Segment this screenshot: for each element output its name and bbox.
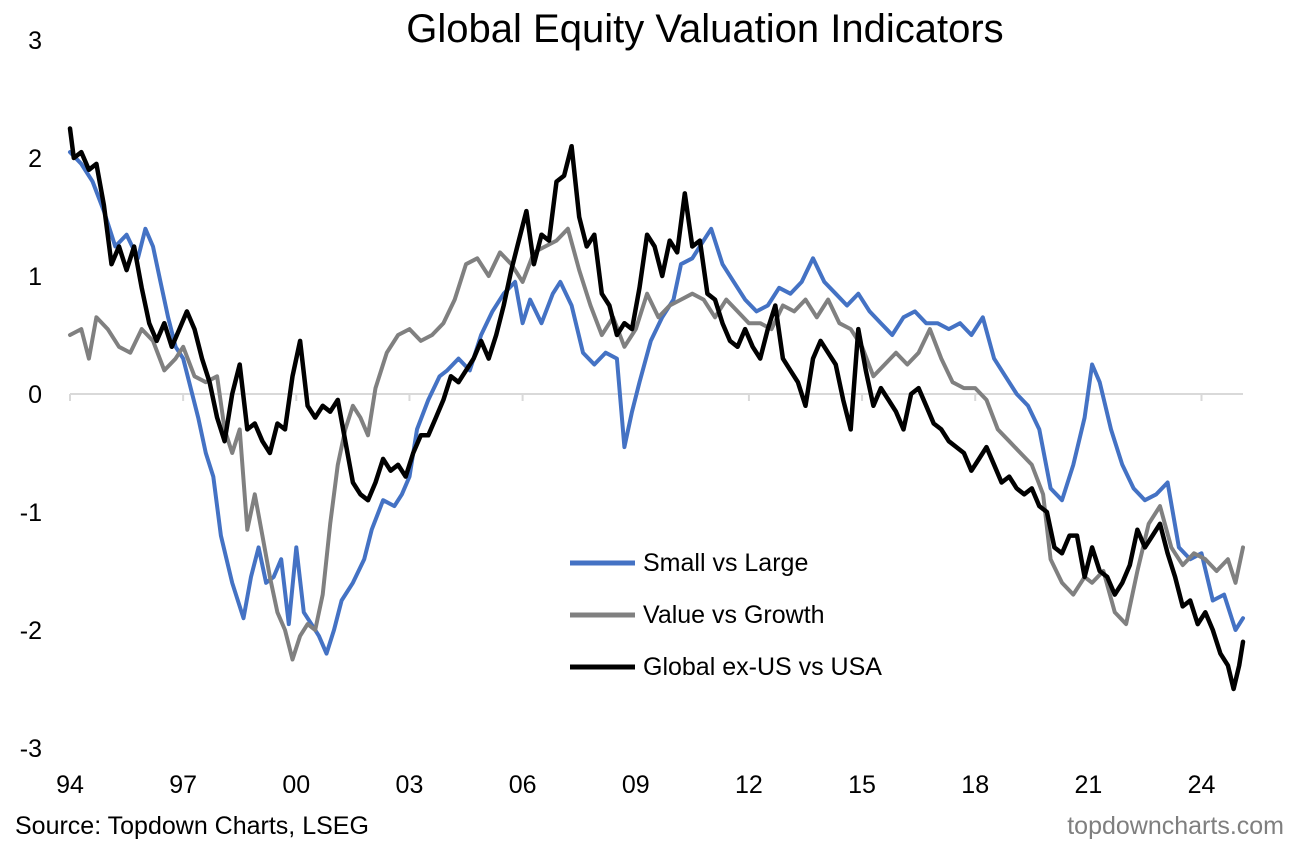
y-tick-label: 3 bbox=[28, 27, 42, 55]
legend-label-value-vs-growth: Value vs Growth bbox=[643, 601, 825, 629]
legend-label-small-vs-large: Small vs Large bbox=[643, 549, 808, 577]
y-tick-label: -1 bbox=[20, 499, 42, 527]
x-tick-label: 21 bbox=[1074, 771, 1102, 799]
brand-watermark: topdowncharts.com bbox=[1067, 812, 1284, 840]
y-tick-label: -2 bbox=[20, 617, 42, 645]
y-axis: 3 2 1 0 -1 -2 -3 bbox=[20, 27, 42, 763]
series-lines bbox=[67, 126, 1246, 692]
y-tick-label: -3 bbox=[20, 735, 42, 763]
x-tick-label: 09 bbox=[622, 771, 650, 799]
y-tick-label: 2 bbox=[28, 145, 42, 173]
x-tick-label: 15 bbox=[848, 771, 876, 799]
y-tick-label: 1 bbox=[28, 263, 42, 291]
x-tick-label: 06 bbox=[509, 771, 537, 799]
x-tick-label: 03 bbox=[396, 771, 424, 799]
series-line-small-vs-large bbox=[68, 150, 1245, 656]
chart-title: Global Equity Valuation Indicators bbox=[406, 7, 1003, 51]
series-line-global-ex-us-vs-usa bbox=[67, 126, 1246, 692]
x-tick-label: 97 bbox=[169, 771, 197, 799]
x-tick-label: 12 bbox=[735, 771, 763, 799]
x-tick-label: 18 bbox=[961, 771, 989, 799]
legend-label-global-ex-us-vs-usa: Global ex-US vs USA bbox=[643, 653, 882, 681]
x-tick-label: 24 bbox=[1188, 771, 1216, 799]
source-note: Source: Topdown Charts, LSEG bbox=[15, 812, 369, 840]
x-tick-label: 00 bbox=[282, 771, 310, 799]
y-tick-label: 0 bbox=[28, 381, 42, 409]
legend: Small vs Large Value vs Growth Global ex… bbox=[570, 549, 882, 681]
x-axis: 94 97 00 03 06 09 12 15 18 21 24 bbox=[56, 771, 1215, 799]
x-tick-label: 94 bbox=[56, 771, 84, 799]
